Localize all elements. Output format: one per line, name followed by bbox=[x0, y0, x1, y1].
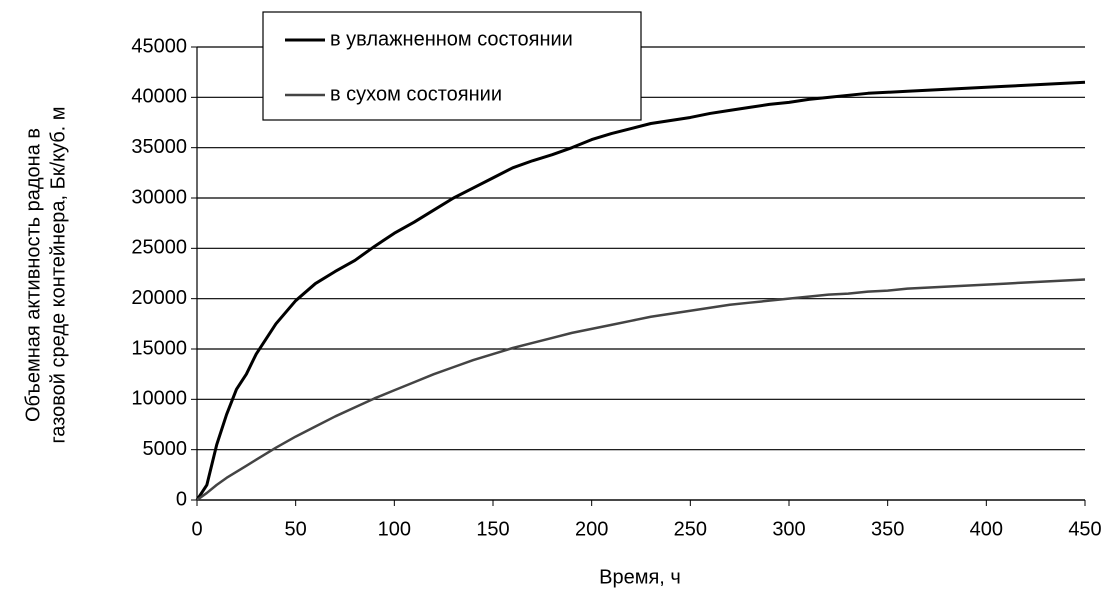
x-tick-label: 350 bbox=[871, 518, 904, 540]
y-tick-label: 20000 bbox=[131, 287, 187, 309]
y-tick-label: 0 bbox=[176, 488, 187, 510]
x-tick-label: 300 bbox=[772, 518, 805, 540]
x-tick-label: 250 bbox=[674, 518, 707, 540]
x-tick-label: 150 bbox=[476, 518, 509, 540]
y-tick-label: 15000 bbox=[131, 337, 187, 359]
y-axis-label: Объемная активность радона в газовой сре… bbox=[22, 106, 69, 443]
y-tick-label: 30000 bbox=[131, 186, 187, 208]
x-tick-label: 450 bbox=[1068, 518, 1101, 540]
y-tick-label: 10000 bbox=[131, 388, 187, 410]
x-tick-label: 50 bbox=[285, 518, 307, 540]
data-line bbox=[196, 278, 1086, 502]
y-tick-label: 5000 bbox=[143, 438, 188, 460]
legend-box bbox=[262, 11, 642, 121]
x-axis-label: Время, ч bbox=[599, 566, 681, 588]
x-tick-label: 100 bbox=[378, 518, 411, 540]
y-tick-label: 25000 bbox=[131, 237, 187, 259]
y-axis-label-line: Объемная активность радона в bbox=[22, 128, 44, 422]
data-line bbox=[195, 80, 1086, 501]
y-tick-label: 40000 bbox=[131, 86, 187, 108]
legend-label: в сухом состоянии bbox=[330, 83, 502, 105]
y-axis-label-line: газовой среде контейнера, Бк/куб. м bbox=[47, 106, 69, 443]
y-tick-label: 35000 bbox=[131, 136, 187, 158]
y-tick-label: 45000 bbox=[131, 35, 187, 57]
x-tick-label: 200 bbox=[575, 518, 608, 540]
x-tick-label: 400 bbox=[970, 518, 1003, 540]
x-tick-label: 0 bbox=[191, 518, 202, 540]
legend-label: в увлажненном состоянии bbox=[330, 28, 573, 50]
